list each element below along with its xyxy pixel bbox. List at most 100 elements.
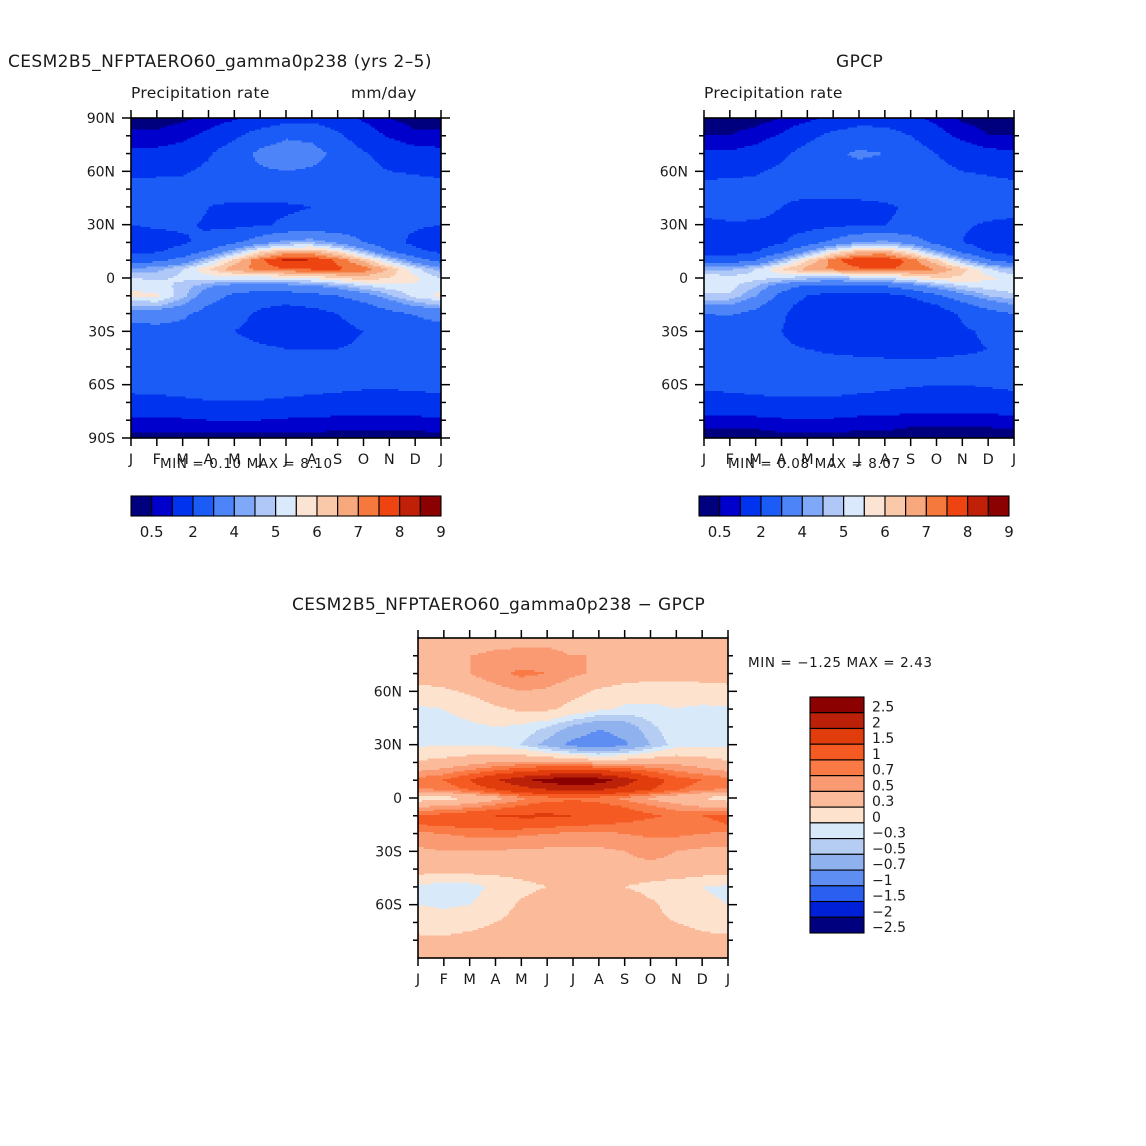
svg-text:9: 9 <box>436 523 446 541</box>
svg-text:0.5: 0.5 <box>708 523 732 541</box>
svg-text:D: D <box>697 972 708 988</box>
svg-text:D: D <box>410 452 421 468</box>
svg-text:60N: 60N <box>660 164 688 180</box>
svg-text:F: F <box>726 452 734 468</box>
svg-text:30S: 30S <box>375 844 402 860</box>
svg-text:F: F <box>153 452 161 468</box>
svg-text:0.7: 0.7 <box>872 763 894 779</box>
svg-text:30S: 30S <box>88 324 115 340</box>
svg-text:7: 7 <box>354 523 364 541</box>
svg-text:2.5: 2.5 <box>872 700 894 716</box>
svg-text:30N: 30N <box>374 738 402 754</box>
svg-text:M: M <box>228 452 241 468</box>
model-subtitle-left: Precipitation rate <box>131 84 270 102</box>
svg-text:A: A <box>594 972 604 988</box>
svg-text:J: J <box>544 972 549 988</box>
svg-text:−0.7: −0.7 <box>872 857 906 873</box>
svg-text:2: 2 <box>872 715 881 731</box>
svg-text:A: A <box>880 452 890 468</box>
svg-text:S: S <box>906 452 915 468</box>
svg-text:J: J <box>830 452 835 468</box>
svg-text:30N: 30N <box>660 218 688 234</box>
svg-text:6: 6 <box>312 523 322 541</box>
panel-model: CESM2B5_NFPTAERO60_gamma0p238 (yrs 2–5) … <box>0 0 573 560</box>
diff-minmax: MIN = −1.25 MAX = 2.43 <box>748 655 933 671</box>
svg-text:30S: 30S <box>661 324 688 340</box>
obs-title: GPCP <box>836 52 884 72</box>
svg-text:A: A <box>491 972 501 988</box>
svg-text:7: 7 <box>922 523 932 541</box>
svg-text:30N: 30N <box>87 218 115 234</box>
svg-text:0.3: 0.3 <box>872 794 894 810</box>
model-minmax: MIN = 0.10 MAX = 8.10 <box>160 456 333 472</box>
svg-text:0: 0 <box>872 810 881 826</box>
obs-colorbar: 0.5 2 4 5 6 7 8 9 <box>698 495 1014 541</box>
svg-text:O: O <box>358 452 369 468</box>
svg-text:J: J <box>856 452 861 468</box>
svg-text:8: 8 <box>963 523 973 541</box>
svg-text:−1.5: −1.5 <box>872 889 906 905</box>
svg-text:M: M <box>801 452 814 468</box>
panel-obs: GPCP Precipitation rate J F M A M J J A S O N D J 60N… <box>573 0 1146 560</box>
svg-text:J: J <box>128 452 133 468</box>
svg-text:M: M <box>749 452 762 468</box>
svg-text:N: N <box>671 972 682 988</box>
svg-text:1: 1 <box>872 747 881 763</box>
svg-text:M: M <box>176 452 189 468</box>
model-subtitle-right: mm/day <box>351 84 417 102</box>
obs-minmax: MIN = 0.08 MAX = 8.07 <box>728 456 901 472</box>
svg-text:A: A <box>307 452 317 468</box>
svg-text:S: S <box>620 972 629 988</box>
svg-text:S: S <box>333 452 342 468</box>
svg-text:60N: 60N <box>374 684 402 700</box>
diff-colorbar: 2.521.510.70.50.30−0.3−0.5−0.7−1−1.5−2−2… <box>809 696 906 936</box>
svg-text:J: J <box>257 452 262 468</box>
svg-text:−2: −2 <box>872 904 893 920</box>
svg-text:9: 9 <box>1004 523 1014 541</box>
svg-text:−0.3: −0.3 <box>872 826 906 842</box>
svg-text:1.5: 1.5 <box>872 731 894 747</box>
svg-text:J: J <box>725 972 730 988</box>
svg-text:J: J <box>1011 452 1016 468</box>
svg-text:J: J <box>438 452 443 468</box>
svg-text:90S: 90S <box>88 431 115 447</box>
svg-text:J: J <box>415 972 420 988</box>
svg-text:M: M <box>463 972 476 988</box>
svg-text:F: F <box>440 972 448 988</box>
svg-text:0: 0 <box>679 271 688 287</box>
svg-text:2: 2 <box>188 523 198 541</box>
svg-text:−1: −1 <box>872 873 893 889</box>
svg-text:D: D <box>983 452 994 468</box>
svg-text:−0.5: −0.5 <box>872 841 906 857</box>
svg-text:60S: 60S <box>661 378 688 394</box>
svg-text:2: 2 <box>756 523 766 541</box>
svg-text:N: N <box>384 452 395 468</box>
svg-text:J: J <box>283 452 288 468</box>
svg-text:O: O <box>645 972 656 988</box>
svg-text:M: M <box>515 972 528 988</box>
svg-text:4: 4 <box>230 523 240 541</box>
svg-text:60S: 60S <box>375 898 402 914</box>
svg-text:A: A <box>204 452 214 468</box>
svg-text:60S: 60S <box>88 378 115 394</box>
model-colorbar: 0.5 2 4 5 6 7 8 9 <box>130 495 446 541</box>
svg-text:A: A <box>777 452 787 468</box>
svg-text:0.5: 0.5 <box>140 523 164 541</box>
svg-text:8: 8 <box>395 523 405 541</box>
model-title: CESM2B5_NFPTAERO60_gamma0p238 (yrs 2–5) <box>8 52 432 72</box>
obs-subtitle-left: Precipitation rate <box>704 84 843 102</box>
svg-text:−2.5: −2.5 <box>872 920 906 936</box>
svg-text:5: 5 <box>271 523 281 541</box>
svg-text:60N: 60N <box>87 164 115 180</box>
svg-text:0: 0 <box>393 791 402 807</box>
svg-text:0: 0 <box>106 271 115 287</box>
svg-text:N: N <box>957 452 968 468</box>
svg-text:5: 5 <box>839 523 849 541</box>
svg-text:0.5: 0.5 <box>872 778 894 794</box>
diff-title: CESM2B5_NFPTAERO60_gamma0p238 − GPCP <box>292 595 706 615</box>
svg-text:J: J <box>570 972 575 988</box>
